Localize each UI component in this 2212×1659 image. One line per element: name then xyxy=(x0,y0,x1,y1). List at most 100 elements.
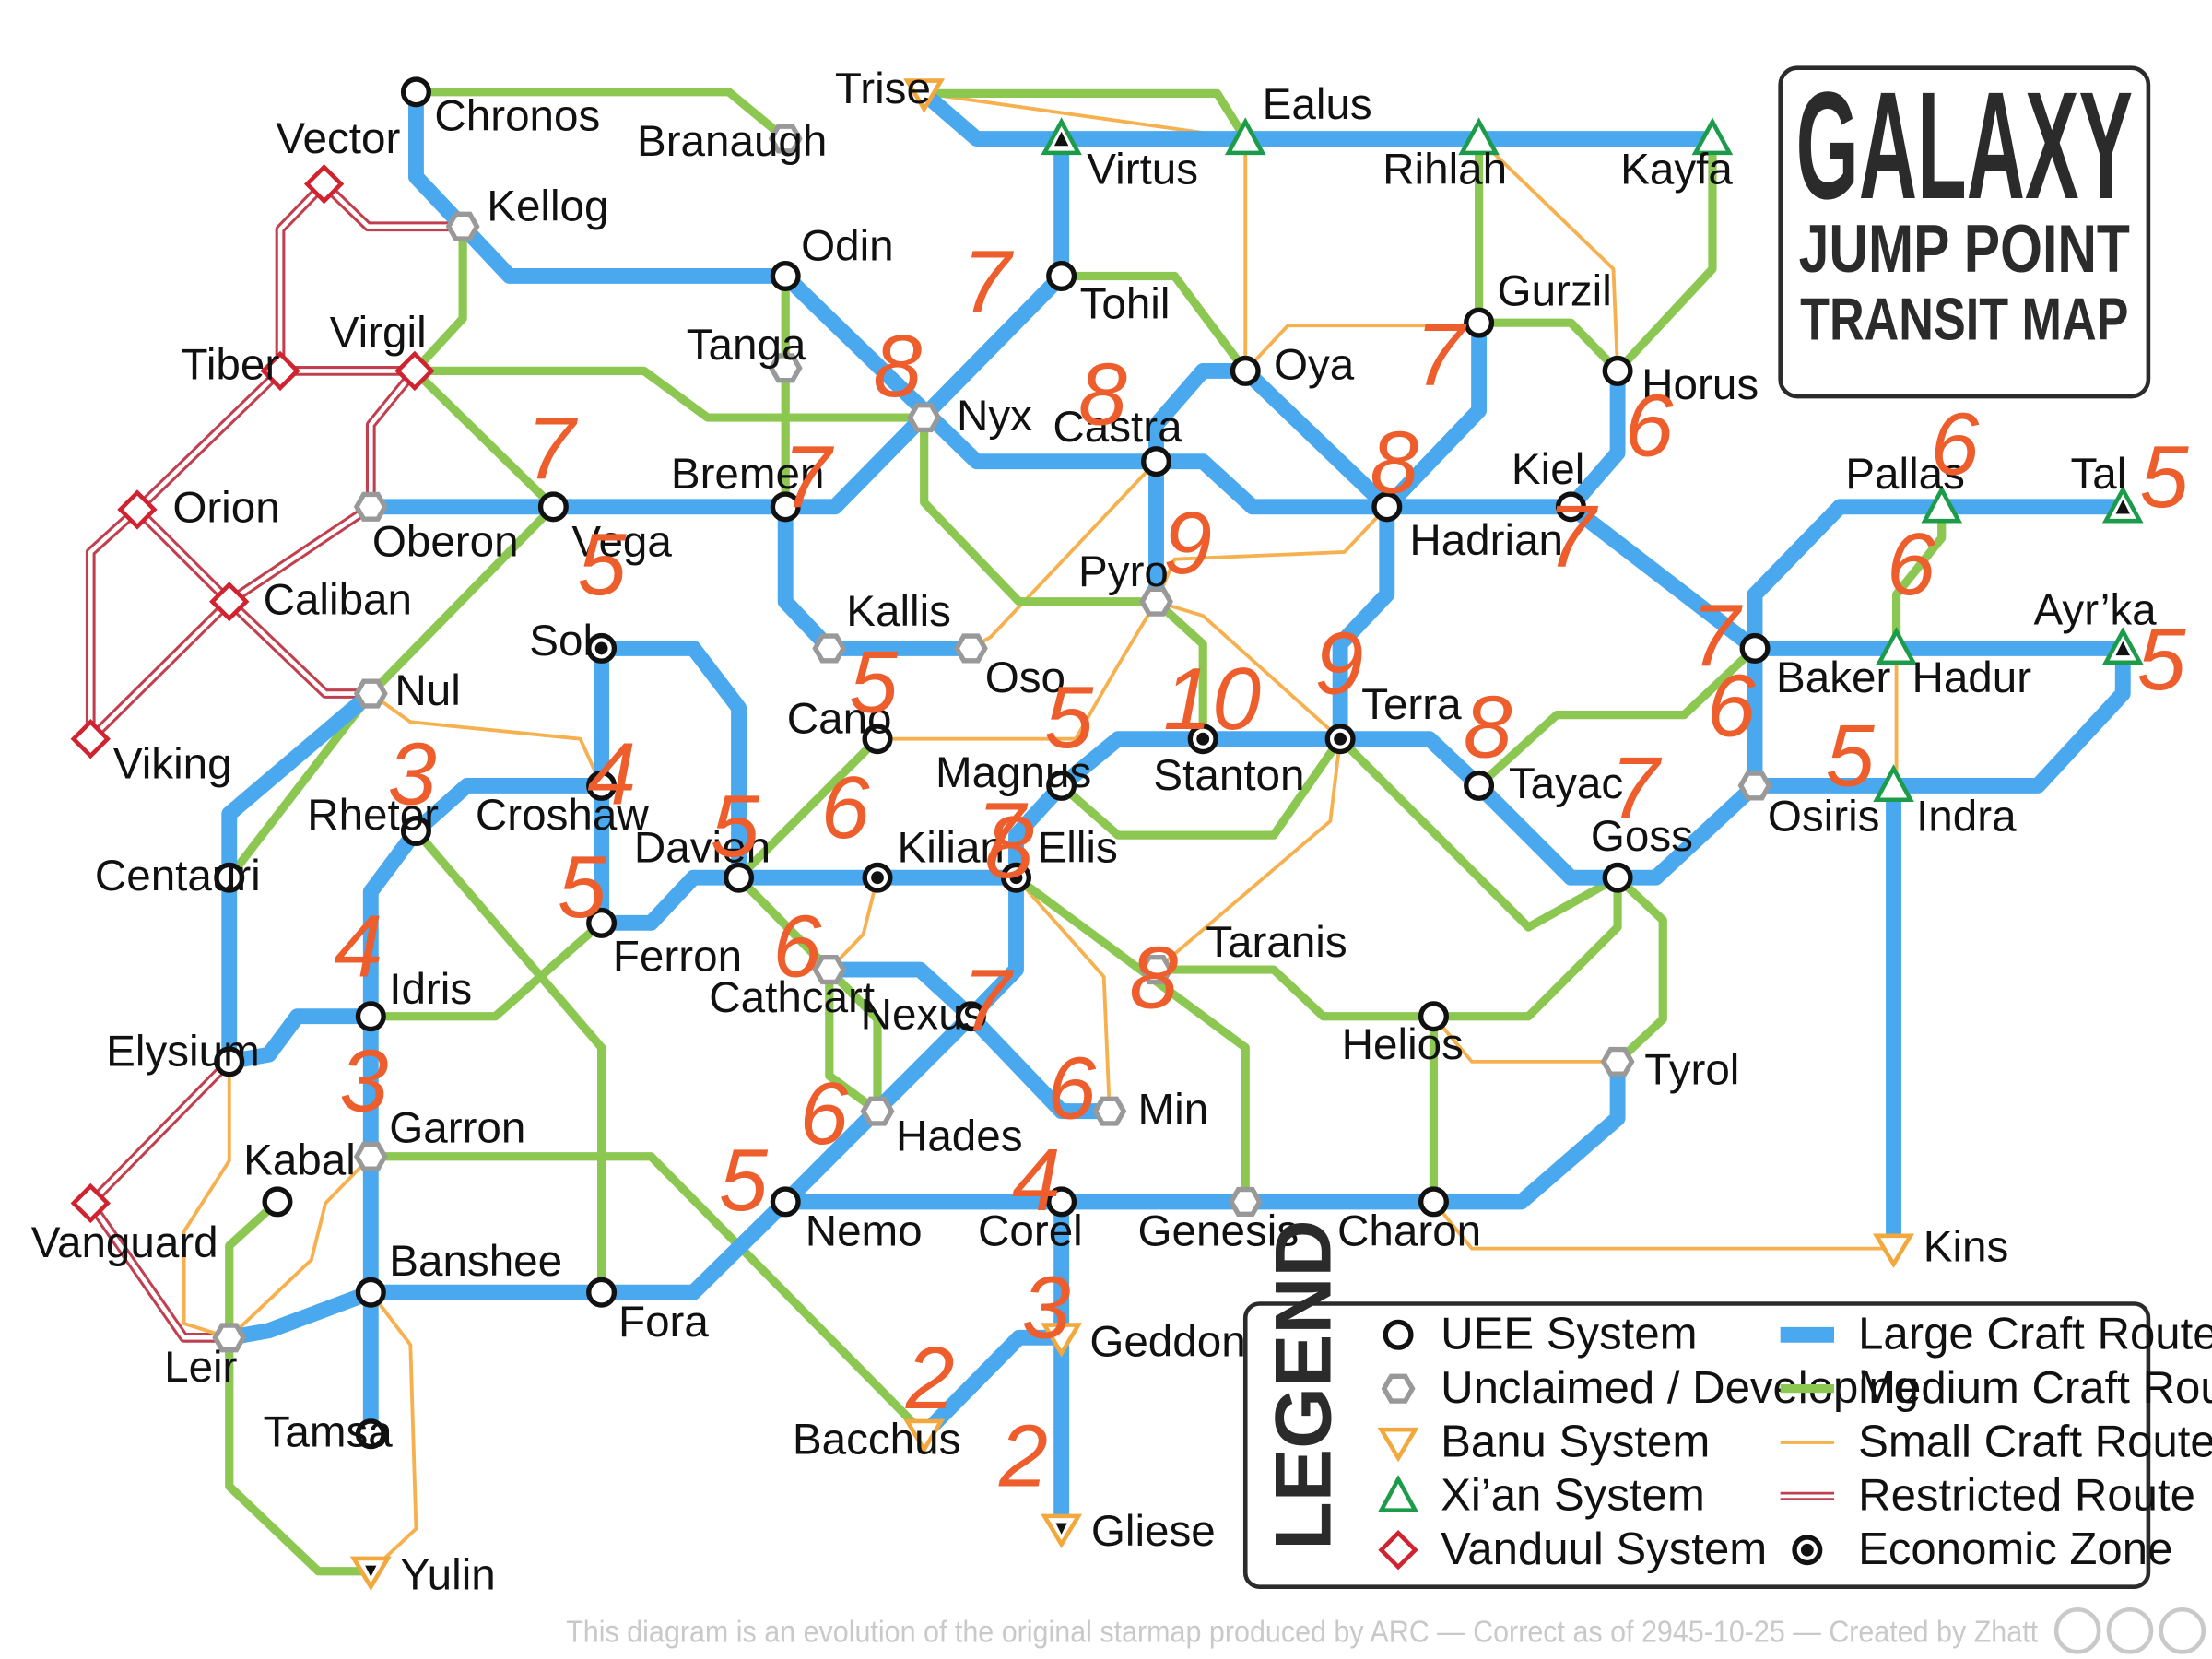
svg-text:3: 3 xyxy=(1022,1259,1071,1357)
label-kilian: Kilian xyxy=(898,823,1005,872)
legend-medium-label: Medium Craft Route xyxy=(1858,1363,2212,1413)
system-marker-min[interactable] xyxy=(1095,1099,1124,1124)
svg-text:7: 7 xyxy=(1691,587,1743,685)
svg-text:2: 2 xyxy=(998,1408,1048,1506)
label-stanton: Stanton xyxy=(1153,751,1304,800)
label-tal: Tal xyxy=(2070,450,2126,499)
system-marker-odin[interactable] xyxy=(772,264,798,289)
svg-text:5: 5 xyxy=(2140,429,2190,526)
svg-text:6: 6 xyxy=(1707,658,1756,756)
system-marker-kallis[interactable] xyxy=(815,636,843,661)
svg-text:10: 10 xyxy=(1163,651,1261,748)
label-indra: Indra xyxy=(1916,793,2017,841)
svg-text:7: 7 xyxy=(977,785,1029,883)
label-virtus: Virtus xyxy=(1087,146,1198,194)
system-marker-banshee[interactable] xyxy=(358,1279,383,1305)
svg-text:7: 7 xyxy=(526,400,578,498)
svg-text:5: 5 xyxy=(719,1132,769,1230)
label-rihlah: Rihlah xyxy=(1382,146,1507,194)
label-orion: Orion xyxy=(172,484,279,533)
svg-text:8: 8 xyxy=(1078,347,1127,444)
label-elysium: Elysium xyxy=(106,1027,260,1076)
label-geddon: Geddon xyxy=(1089,1317,1245,1366)
label-hadrian: Hadrian xyxy=(1409,516,1563,565)
legend-unclaimed-label: Unclaimed / Developing xyxy=(1441,1363,1919,1413)
system-marker-osiris[interactable] xyxy=(1741,773,1770,798)
svg-text:7: 7 xyxy=(782,429,834,526)
system-marker-hades[interactable] xyxy=(864,1099,892,1124)
label-osiris: Osiris xyxy=(1768,793,1880,841)
label-kallis: Kallis xyxy=(846,587,951,636)
system-labels: Chronos Branaugh Trise Ealus Virtus Rihl… xyxy=(31,65,2157,1600)
system-marker-nul[interactable] xyxy=(357,681,385,706)
system-marker-kabal[interactable] xyxy=(265,1189,290,1215)
noncommercial-icon xyxy=(2159,1606,2206,1654)
label-bacchus: Bacchus xyxy=(793,1415,961,1464)
label-tyrol: Tyrol xyxy=(1644,1045,1739,1094)
legend-small-label: Small Craft Route xyxy=(1858,1417,2212,1466)
legend-heading: LEGEND xyxy=(1259,1219,1347,1549)
label-yulin: Yulin xyxy=(401,1551,496,1600)
label-tohil: Tohil xyxy=(1080,280,1171,329)
title-line-2: JUMP POINT xyxy=(1799,210,2130,287)
system-marker-tayac[interactable] xyxy=(1466,773,1492,799)
svg-text:5: 5 xyxy=(1044,669,1094,767)
system-marker-castra[interactable] xyxy=(1144,449,1170,475)
label-kins: Kins xyxy=(1924,1222,2009,1271)
label-branaugh: Branaugh xyxy=(637,117,827,166)
title-line-3: TRANSIT MAP xyxy=(1800,287,2128,353)
label-kabal: Kabal xyxy=(243,1136,356,1185)
label-rhetor: Rhetor xyxy=(307,791,439,840)
label-davien: Davien xyxy=(634,823,771,872)
title-line-1: GALAXY xyxy=(1796,61,2133,231)
svg-text:3: 3 xyxy=(388,725,437,823)
svg-text:3: 3 xyxy=(340,1033,389,1131)
svg-text:7: 7 xyxy=(1610,740,1662,838)
system-marker-kellog[interactable] xyxy=(449,214,477,239)
label-genesis: Genesis xyxy=(1138,1207,1300,1256)
legend-unclaimed-icon xyxy=(1384,1376,1413,1401)
system-marker-oya[interactable] xyxy=(1232,359,1258,384)
system-marker-idris[interactable] xyxy=(358,1004,383,1030)
label-pallas: Pallas xyxy=(1845,450,1965,499)
system-marker-fora[interactable] xyxy=(589,1279,615,1305)
system-marker-oso[interactable] xyxy=(957,636,985,661)
svg-text:5: 5 xyxy=(1826,707,1876,805)
label-kayfa: Kayfa xyxy=(1620,146,1733,194)
system-marker-tyrol[interactable] xyxy=(1604,1050,1632,1075)
label-chronos: Chronos xyxy=(434,91,600,140)
label-trise: Trise xyxy=(835,65,931,113)
label-hades: Hades xyxy=(896,1112,1023,1161)
system-marker-garron[interactable] xyxy=(357,1144,385,1169)
system-marker-goss[interactable] xyxy=(1605,865,1630,890)
system-marker-vega[interactable] xyxy=(541,494,567,520)
svg-text:8: 8 xyxy=(985,799,1034,897)
label-taranis: Taranis xyxy=(1206,918,1347,967)
system-marker-chronos[interactable] xyxy=(404,79,429,105)
license-icons xyxy=(2053,1606,2206,1654)
legend: LEGEND UEE System Unclaimed / Developing… xyxy=(1242,1219,2212,1589)
system-marker-tohil[interactable] xyxy=(1049,264,1075,289)
label-ferron: Ferron xyxy=(613,933,742,982)
label-banshee: Banshee xyxy=(389,1237,562,1286)
system-marker-gurzil[interactable] xyxy=(1466,310,1492,335)
legend-vanduul-label: Vanduul System xyxy=(1441,1524,1767,1574)
label-pyro: Pyro xyxy=(1078,547,1169,596)
svg-text:2: 2 xyxy=(905,1330,955,1428)
label-tamsa: Tamsa xyxy=(264,1408,394,1457)
restricted-routes-inner xyxy=(88,182,464,1340)
svg-text:7: 7 xyxy=(1547,488,1598,585)
label-fora: Fora xyxy=(618,1298,709,1347)
label-tayac: Tayac xyxy=(1509,759,1623,808)
svg-text:8: 8 xyxy=(1129,930,1178,1028)
title-box: GALAXY JUMP POINT TRANSIT MAP xyxy=(1778,61,2151,399)
label-hadur: Hadur xyxy=(1912,653,2031,702)
system-marker-nemo[interactable] xyxy=(772,1189,798,1215)
label-vanguard: Vanguard xyxy=(31,1218,218,1267)
system-marker-oberon[interactable] xyxy=(357,494,385,519)
label-vector: Vector xyxy=(276,114,400,163)
label-tiber: Tiber xyxy=(182,341,280,390)
svg-text:4: 4 xyxy=(334,899,382,996)
legend-banu-label: Banu System xyxy=(1441,1417,1710,1466)
svg-text:7: 7 xyxy=(962,952,1014,1050)
